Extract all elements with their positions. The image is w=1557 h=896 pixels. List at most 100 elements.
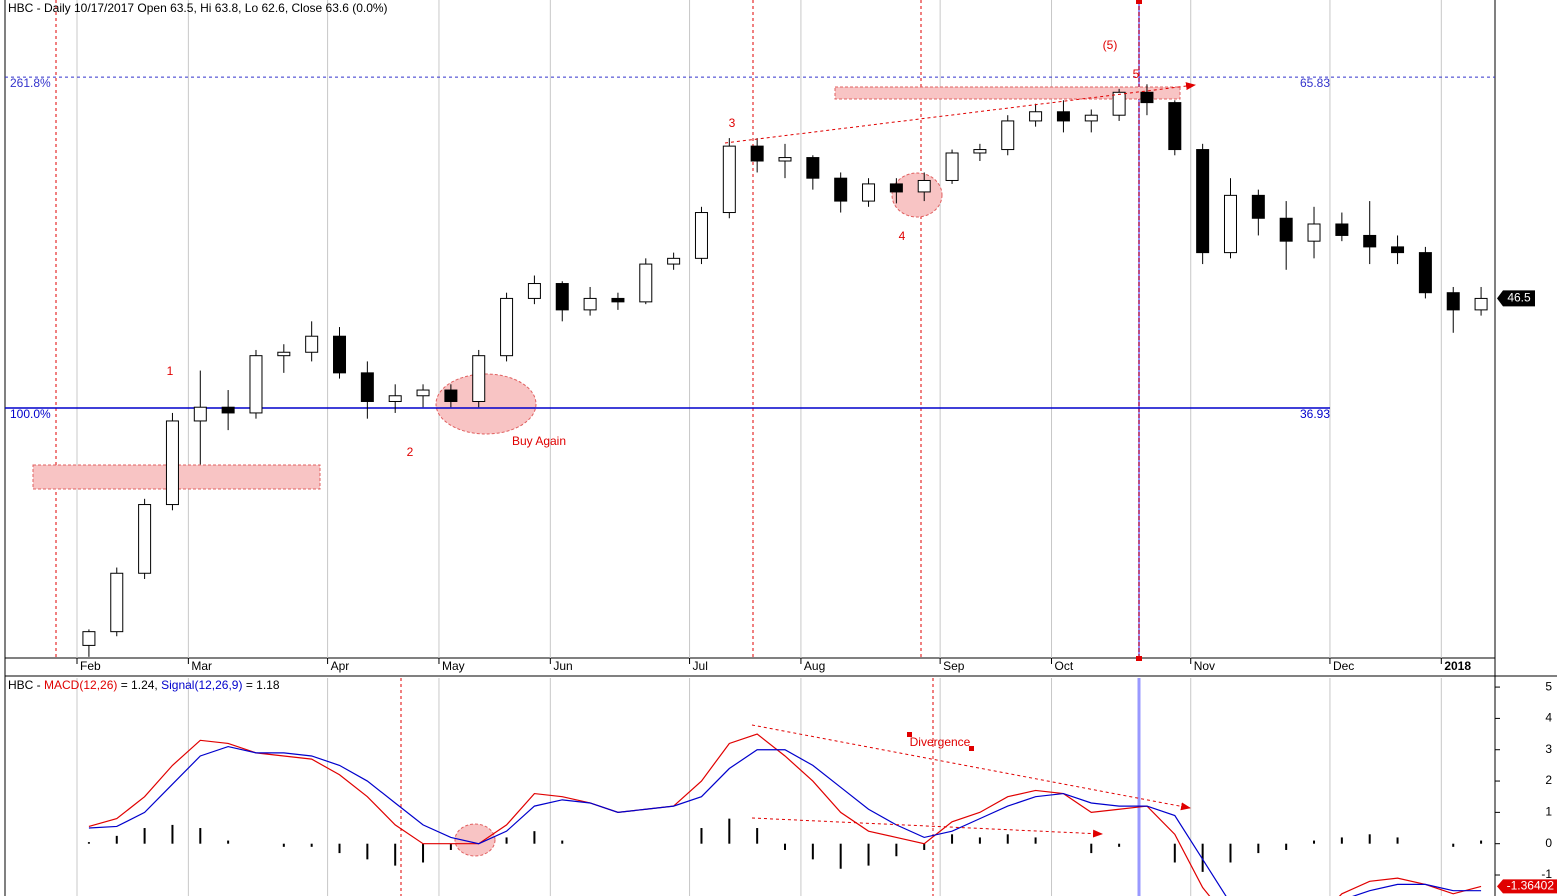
histogram-bar (1480, 840, 1483, 844)
x-tick-label: Aug (804, 659, 825, 673)
candle-body (1474, 297, 1488, 311)
histogram-bar (366, 843, 369, 860)
x-tick-label: Jun (553, 659, 572, 673)
candle-body (917, 179, 931, 193)
histogram-bar (1006, 834, 1009, 844)
legend-entry: Signal(12,26,9) (161, 678, 242, 692)
histogram-bar (1340, 837, 1343, 844)
fib-label: 261.8% (10, 76, 51, 90)
x-tick-label: Oct (1055, 659, 1074, 673)
annotation: Divergence (910, 735, 971, 749)
candle-body (722, 145, 736, 214)
wave-label: 5 (1133, 67, 1140, 81)
candle-body (1001, 120, 1015, 151)
fib-value: 36.93 (1300, 407, 1330, 421)
candle-body (889, 183, 903, 193)
buy-zone (435, 373, 537, 435)
last-value: -1.36402 (1507, 879, 1555, 893)
candle-body (416, 389, 430, 397)
fib-value: 65.83 (1300, 76, 1330, 90)
candle-body (862, 183, 876, 202)
histogram-bar (895, 843, 898, 857)
wave-label: 2 (407, 445, 414, 459)
y-tick-label: 1 (1545, 805, 1552, 819)
histogram-bar (115, 835, 118, 844)
candle-body (527, 283, 541, 299)
legend-title: HBC - (8, 678, 41, 692)
histogram-bar (923, 843, 926, 850)
candle-body (694, 212, 708, 259)
histogram-bar (811, 843, 814, 860)
wave-label: 1 (167, 364, 174, 378)
histogram-bar (171, 824, 174, 844)
legend-value: = 1.24, (121, 678, 158, 692)
x-tick-label: Sep (943, 659, 965, 673)
candle-body (249, 355, 263, 414)
candle-body (165, 420, 179, 506)
chart-title: HBC - Daily 10/17/2017 Open 63.5, Hi 63.… (8, 1, 388, 15)
histogram-bar (394, 843, 397, 866)
candle-body (1307, 223, 1321, 242)
divergence-arrow (751, 817, 1103, 838)
candle-body (193, 406, 207, 422)
candle-body (305, 335, 319, 353)
histogram-bar (1173, 843, 1176, 863)
candle-body (806, 157, 820, 179)
x-tick-label: May (442, 659, 465, 673)
candle-body (82, 631, 96, 646)
histogram-bar (1118, 843, 1121, 847)
histogram-bar (310, 843, 313, 847)
histogram-bar (199, 828, 202, 844)
histogram-bar (533, 831, 536, 844)
histogram-bar (839, 843, 842, 869)
candle-body (555, 283, 569, 311)
candle-body (639, 263, 653, 303)
candle-body (834, 177, 848, 202)
resistance-zone (834, 86, 1181, 100)
candle-body (500, 297, 514, 357)
histogram-bar (1396, 837, 1399, 844)
macd-marks (87, 733, 1483, 896)
histogram-bar (756, 828, 759, 844)
histogram-bar (867, 843, 870, 866)
candle-body (778, 157, 792, 162)
histogram-bar (1229, 843, 1232, 863)
x-tick-label: Apr (331, 659, 350, 673)
histogram-bar (1090, 843, 1093, 854)
histogram-bar (784, 843, 786, 850)
marker (907, 732, 912, 737)
candle-body (1418, 252, 1432, 294)
y-tick-label: -1 (1541, 867, 1552, 881)
legend-value: = 1.18 (246, 678, 280, 692)
candle-body (1223, 194, 1237, 254)
candle-body (1363, 234, 1377, 248)
marker (969, 746, 974, 751)
histogram-bar (561, 840, 564, 844)
macd-legend: HBC - MACD(12,26) = 1.24, Signal(12,26,9… (8, 678, 280, 692)
y-tick-label: 4 (1545, 711, 1552, 725)
histogram-bar (1201, 843, 1204, 872)
wave-zone (891, 172, 943, 218)
histogram-bar (700, 828, 703, 844)
x-tick-label: Mar (191, 659, 212, 673)
y-tick-label: 0 (1545, 836, 1552, 850)
grid (76, 0, 1442, 896)
histogram-bar (338, 843, 341, 854)
macd-line (88, 733, 1482, 896)
candle-body (1251, 194, 1265, 219)
annotation: Buy Again (512, 434, 566, 448)
x-tick-label: Dec (1333, 659, 1354, 673)
candle-body (1196, 149, 1210, 254)
y-tick-label: 5 (1545, 679, 1552, 693)
histogram-bar (1257, 843, 1260, 854)
last-price-box (1497, 290, 1535, 307)
candle-body (1140, 91, 1154, 104)
histogram-bar (1285, 843, 1288, 850)
candle-body (221, 406, 235, 414)
histogram-bar (143, 828, 146, 844)
histogram-bar (978, 837, 981, 844)
cursor-handle (1136, 656, 1142, 661)
histogram-bar (1452, 843, 1455, 847)
histogram-bar (422, 843, 425, 863)
